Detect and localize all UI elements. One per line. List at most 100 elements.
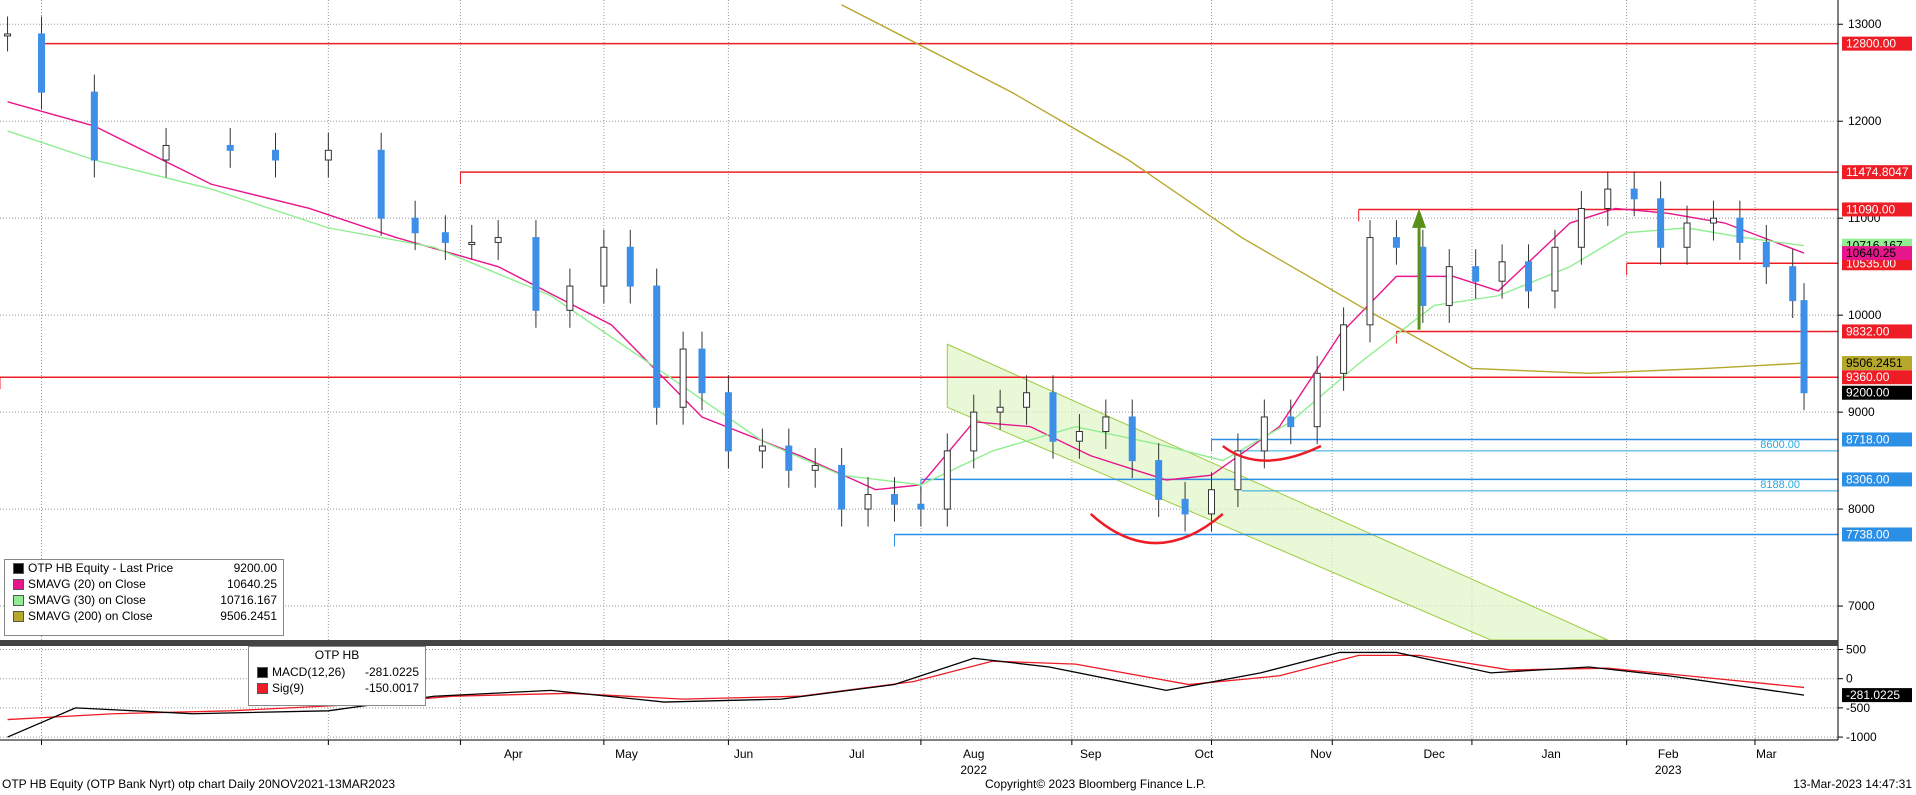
level-badge — [1842, 36, 1912, 51]
price-candle — [411, 217, 419, 234]
legend-swatch-smavg30 — [13, 594, 24, 606]
price-candle — [1800, 300, 1808, 394]
sma-line-2 — [7, 130, 1805, 486]
x-tick-label: Aug — [963, 747, 984, 761]
price-candle — [1762, 241, 1770, 268]
price-candle — [38, 33, 46, 93]
price-candle — [1234, 450, 1242, 491]
price-candle — [4, 33, 12, 37]
macd-legend-swatch-macd — [257, 666, 268, 678]
x-tick-label: Sep — [1080, 747, 1102, 761]
price-candle — [996, 406, 1004, 413]
price-candle — [1366, 237, 1374, 326]
price-candle — [324, 149, 332, 161]
price-candle — [1023, 392, 1031, 408]
price-candle — [1604, 188, 1612, 209]
price-candle — [532, 237, 540, 311]
price-candle — [226, 144, 234, 151]
year-label: 2023 — [1655, 763, 1682, 777]
price-legend: OTP HB Equity - Last Price 9200.00 SMAVG… — [4, 559, 284, 636]
price-candle — [90, 91, 98, 161]
level-badge — [1842, 370, 1912, 385]
macd-legend-value-signal: -150.0017 — [364, 681, 419, 695]
price-candle — [785, 445, 793, 471]
price-ytick-label: 13000 — [1848, 17, 1882, 31]
level-badge-label: 11474.8047 — [1846, 165, 1909, 179]
legend-swatch-last-price — [13, 562, 24, 574]
level-badge-label: 9360.00 — [1846, 370, 1890, 384]
price-candle — [1630, 188, 1638, 200]
price-candle — [1525, 261, 1533, 292]
legend-value-smavg20: 10640.25 — [226, 577, 277, 591]
series-badge — [1842, 385, 1912, 400]
level-badge — [1842, 202, 1912, 217]
price-candle — [494, 237, 502, 243]
price-candle — [1392, 237, 1400, 248]
price-candle — [1340, 324, 1348, 374]
price-candle — [724, 392, 732, 452]
small-bottom-arc — [1222, 444, 1322, 462]
level-badge — [1842, 527, 1912, 542]
macd-ytick-label: -500 — [1846, 701, 1870, 715]
price-candle — [1498, 261, 1506, 282]
price-candle — [1472, 266, 1480, 282]
level-badge-label: 8306.00 — [1846, 472, 1890, 486]
rounded-bottom-arc — [1089, 512, 1224, 545]
price-candle — [1657, 198, 1665, 248]
legend-value-last-price: 9200.00 — [233, 561, 277, 575]
price-candle — [679, 348, 687, 408]
price-candle — [653, 285, 661, 408]
price-candle — [1102, 416, 1110, 433]
macd-ytick-label: -1000 — [1846, 730, 1877, 744]
x-tick-label: Feb — [1658, 747, 1679, 761]
legend-row-last-price: OTP HB Equity - Last Price 9200.00 — [5, 560, 283, 576]
price-candle — [1551, 246, 1559, 292]
price-candle — [1789, 266, 1797, 302]
x-tick-label: Nov — [1310, 747, 1331, 761]
annotation-label: 8600.00 — [1760, 439, 1800, 451]
price-candle — [1287, 416, 1295, 428]
level-badge-label: 12800.00 — [1846, 37, 1896, 51]
price-candle — [626, 246, 634, 287]
macd-legend-label-macd: MACD(12,26) — [272, 665, 346, 679]
level-badge — [1842, 324, 1912, 339]
price-candle — [811, 464, 819, 471]
price-ytick-label: 7000 — [1848, 599, 1875, 613]
price-candle — [1736, 217, 1744, 243]
x-tick-label: Dec — [1423, 747, 1444, 761]
x-tick-label: Apr — [504, 747, 523, 761]
price-candle — [864, 494, 872, 510]
footer-copyright: Copyright© 2023 Bloomberg Finance L.P. — [985, 777, 1206, 791]
x-tick-label: Jun — [734, 747, 753, 761]
macd-legend: OTP HB MACD(12,26) -281.0225 Sig(9) -150… — [248, 646, 426, 706]
x-tick-label: May — [615, 747, 638, 761]
price-candle — [838, 464, 846, 510]
price-candle — [1577, 207, 1585, 248]
series-badge-label: 9200.00 — [1846, 386, 1890, 400]
target-arrow-head — [1412, 208, 1427, 228]
sma-line-1 — [7, 101, 1805, 491]
price-candle — [272, 149, 280, 161]
series-badge — [1842, 246, 1912, 261]
x-tick-label: Oct — [1195, 747, 1214, 761]
price-candle — [441, 232, 449, 243]
price-candle — [468, 241, 476, 245]
price-candle — [1683, 222, 1691, 248]
macd-badge — [1842, 688, 1912, 703]
legend-value-smavg200: 9506.2451 — [220, 609, 277, 623]
series-badge — [1842, 356, 1912, 371]
series-badge-label: 10640.25 — [1846, 246, 1896, 260]
panel-separator — [0, 640, 1838, 646]
price-candle — [698, 348, 706, 394]
level-badge — [1842, 432, 1912, 447]
x-tick-label: Mar — [1756, 747, 1777, 761]
legend-label-last-price: OTP HB Equity - Last Price — [28, 561, 174, 575]
price-candle — [1155, 460, 1163, 500]
level-badge-label: 7738.00 — [1846, 527, 1890, 541]
trend-channel — [946, 343, 1608, 641]
legend-row-smavg30: SMAVG (30) on Close 10716.167 — [5, 592, 283, 608]
macd-badge-label: -281.0225 — [1846, 688, 1900, 702]
price-candle — [1075, 431, 1083, 442]
x-tick-label: Jul — [849, 747, 864, 761]
